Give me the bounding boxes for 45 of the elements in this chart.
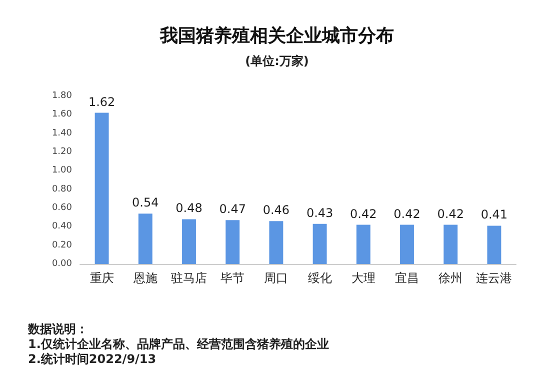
bar [312, 224, 327, 264]
x-tick-label: 驻马店 [171, 271, 207, 285]
data-label: 0.41 [480, 208, 508, 222]
y-tick-label: 0.40 [52, 222, 72, 232]
data-label: 0.47 [219, 202, 246, 216]
y-tick-label: 1.60 [52, 110, 72, 120]
bar [356, 224, 370, 264]
x-tick-label: 连云港 [476, 271, 512, 285]
x-tick-label: 周口 [264, 271, 288, 285]
chart-subtitle: (单位:万家) [245, 54, 309, 68]
bar [226, 220, 240, 264]
data-label: 0.42 [350, 206, 377, 221]
data-label: 0.42 [437, 206, 464, 221]
data-label: 0.42 [394, 206, 420, 221]
x-tick-label: 宜昌 [395, 271, 419, 285]
data-label: 0.43 [306, 206, 334, 220]
data-label: 1.62 [88, 94, 116, 109]
x-tick-label: 大理 [351, 271, 376, 285]
y-tick-label: 1.40 [52, 128, 72, 138]
bar [94, 112, 109, 264]
data-label: 0.46 [262, 203, 290, 218]
bar [444, 224, 458, 264]
bar [400, 224, 414, 264]
bar [138, 214, 152, 264]
x-tick-label: 重庆 [90, 271, 114, 285]
bar [487, 226, 502, 264]
data-label: 0.48 [176, 201, 202, 216]
y-tick-label: 1.20 [52, 147, 72, 157]
bar [182, 219, 196, 264]
y-tick-label: 0.20 [52, 240, 72, 250]
y-tick-label: 1.00 [52, 166, 72, 176]
x-tick-label: 徐州 [438, 271, 463, 285]
text: 数据说明： [27, 322, 88, 336]
text: 2.统计时间2022/9/13 [28, 352, 156, 366]
chart-title: 我国猪养殖相关企业城市分布 [159, 26, 394, 46]
x-tick-label: 恩施 [132, 271, 158, 285]
bar [269, 221, 284, 264]
y-tick-label: 0.60 [52, 203, 72, 213]
y-tick-label: 0.80 [52, 184, 72, 194]
y-tick-label: 1.80 [52, 91, 72, 101]
data-label: 0.54 [132, 196, 159, 210]
text: 1.仅统计企业名称、品牌产品、经营范围含猪养殖的企业 [28, 337, 329, 351]
x-tick-label: 毕节 [220, 271, 245, 285]
y-tick-label: 0.00 [52, 259, 72, 269]
x-tick-label: 绥化 [308, 271, 332, 285]
